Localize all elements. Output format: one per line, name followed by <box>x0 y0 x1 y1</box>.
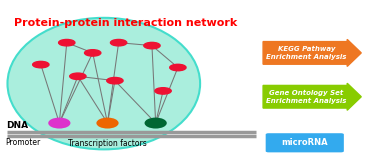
Circle shape <box>59 39 75 46</box>
Circle shape <box>144 42 160 49</box>
Text: Gene Ontology Set
Enrichment Analysis: Gene Ontology Set Enrichment Analysis <box>266 90 347 104</box>
Text: microRNA: microRNA <box>282 138 328 147</box>
Ellipse shape <box>8 18 200 149</box>
Text: Promoter: Promoter <box>6 138 41 147</box>
Circle shape <box>85 50 101 56</box>
Text: DNA: DNA <box>6 121 28 131</box>
Circle shape <box>110 39 127 46</box>
Ellipse shape <box>48 118 70 129</box>
Circle shape <box>155 88 171 94</box>
FancyBboxPatch shape <box>266 133 344 152</box>
Circle shape <box>70 73 86 79</box>
Ellipse shape <box>144 118 167 129</box>
Circle shape <box>33 61 49 68</box>
Circle shape <box>170 64 186 71</box>
Text: Protein-protein interaction network: Protein-protein interaction network <box>14 18 238 28</box>
FancyArrow shape <box>263 83 361 110</box>
FancyArrow shape <box>263 39 361 66</box>
Text: KEGG Pathway
Enrichment Analysis: KEGG Pathway Enrichment Analysis <box>266 46 347 60</box>
Circle shape <box>107 77 123 84</box>
Text: Transcription factors: Transcription factors <box>68 139 147 149</box>
Ellipse shape <box>96 118 119 129</box>
